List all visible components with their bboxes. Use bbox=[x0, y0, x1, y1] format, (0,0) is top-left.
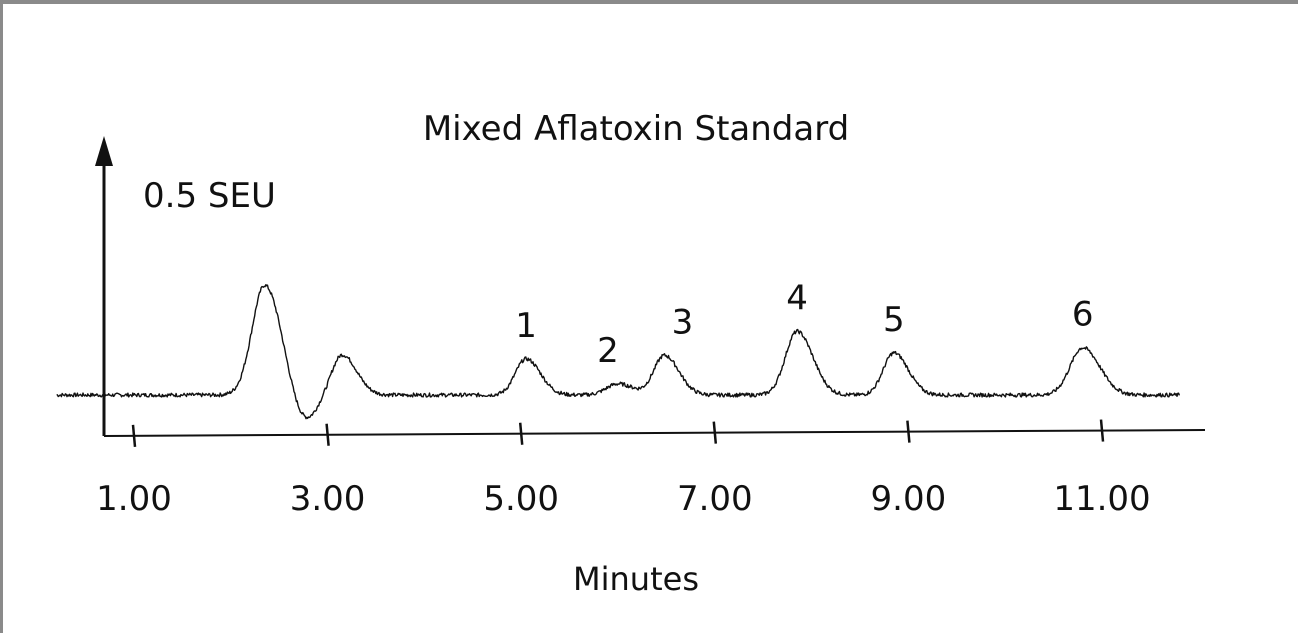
x-tick bbox=[518, 422, 524, 445]
peak-label: 6 bbox=[1072, 295, 1094, 335]
x-axis-label: Minutes bbox=[573, 560, 699, 598]
x-tick bbox=[1099, 419, 1105, 442]
x-tick bbox=[712, 421, 718, 444]
x-tick-label: 7.00 bbox=[677, 479, 753, 519]
peak-label: 4 bbox=[786, 278, 808, 318]
chromatogram-trace bbox=[56, 284, 1181, 420]
y-axis-arrow bbox=[95, 136, 113, 166]
x-tick-label: 3.00 bbox=[290, 479, 366, 519]
x-tick-label: 9.00 bbox=[871, 479, 947, 519]
chart-title: Mixed Aflatoxin Standard bbox=[423, 109, 849, 149]
x-tick-label: 5.00 bbox=[483, 479, 559, 519]
peak-label: 2 bbox=[597, 331, 619, 371]
x-tick bbox=[325, 423, 330, 446]
y-scale-label: 0.5 SEU bbox=[143, 176, 276, 216]
x-tick bbox=[131, 424, 137, 447]
x-tick bbox=[906, 420, 911, 443]
x-tick-label: 1.00 bbox=[96, 479, 172, 519]
x-tick-label: 11.00 bbox=[1053, 479, 1150, 519]
peak-label: 5 bbox=[883, 300, 905, 340]
peak-label: 1 bbox=[515, 306, 537, 346]
peak-label: 3 bbox=[672, 302, 694, 342]
x-axis-line bbox=[103, 429, 1206, 437]
